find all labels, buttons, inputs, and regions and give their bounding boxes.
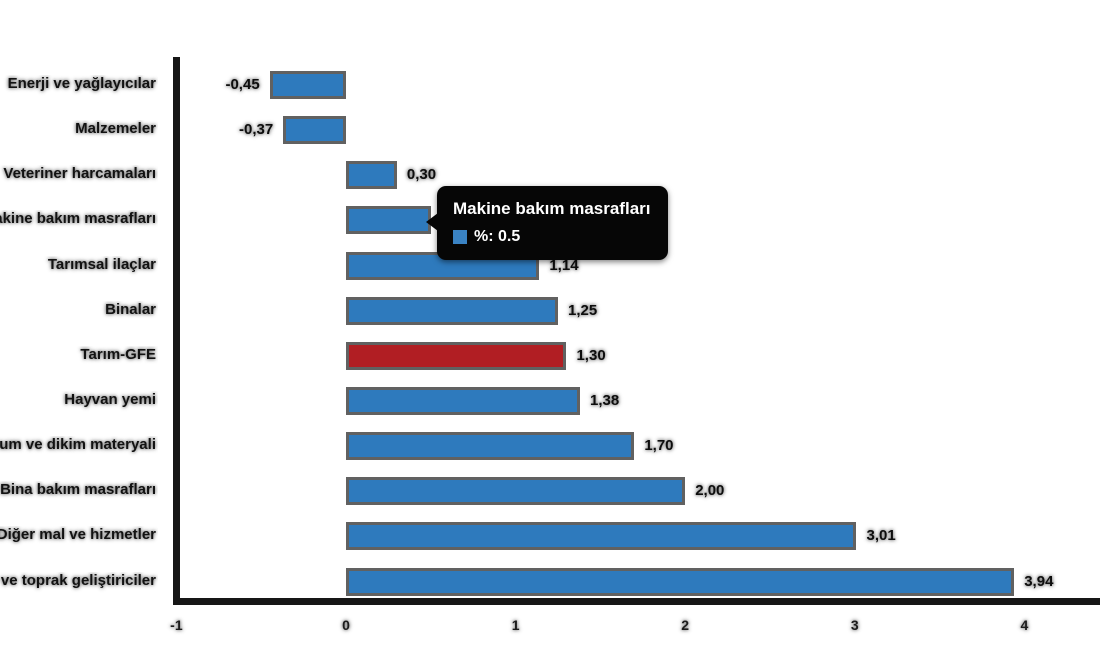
bar-segment[interactable]	[346, 522, 857, 551]
value-label: 1,30	[576, 346, 606, 364]
category-label: Tarımsal ilaçlar	[47, 255, 156, 273]
category-label: Bina bakım masrafları	[0, 481, 156, 499]
value-label: 1,38	[590, 391, 620, 409]
series-swatch-icon	[453, 230, 467, 244]
value-label: -0,37	[239, 121, 274, 139]
value-label: 3,01	[866, 527, 896, 545]
value-label: 1,70	[644, 437, 674, 455]
category-label: Tohum ve dikim materyali	[0, 436, 156, 454]
category-label: Enerji ve yağlayıcılar	[7, 75, 156, 92]
value-label: 3,94	[1024, 572, 1054, 590]
value-label: 1,14	[549, 256, 579, 274]
category-label: Diğer mal ve hizmetler	[0, 526, 156, 544]
y-axis-line	[173, 57, 180, 603]
x-axis-line	[173, 598, 1100, 605]
x-tick-label: 3	[850, 617, 859, 633]
bar-segment[interactable]	[346, 386, 581, 415]
category-label: Hayvan yemi	[64, 390, 156, 408]
tooltip: Makine bakım masrafları %: 0.5	[426, 186, 669, 260]
bar-segment[interactable]	[269, 71, 346, 99]
value-label: 2,00	[695, 482, 725, 500]
tooltip-arrow-icon	[426, 213, 438, 231]
bar-highlight[interactable]	[346, 341, 567, 370]
category-label: Malzemeler	[75, 120, 156, 138]
x-tick-label: 4	[1020, 617, 1029, 633]
bar-segment[interactable]	[346, 567, 1015, 596]
x-tick-label: 0	[342, 617, 350, 633]
category-label: Makine bakım masrafları	[0, 210, 156, 228]
tooltip-value: %: 0.5	[474, 228, 521, 245]
category-label: Veteriner harcamaları	[3, 165, 156, 183]
tooltip-title: Makine bakım masrafları	[453, 199, 651, 218]
category-label: Gübre ve toprak geliştiriciler	[0, 571, 156, 589]
bar-segment[interactable]	[346, 432, 635, 461]
category-label: Tarım-GFE	[80, 345, 156, 363]
x-tick-label: 2	[681, 617, 690, 633]
bar-segment[interactable]	[346, 206, 431, 235]
x-tick-label: 1	[511, 617, 520, 633]
bar-segment[interactable]	[346, 296, 558, 325]
category-label: Binalar	[105, 300, 156, 318]
bar-segment[interactable]	[346, 477, 686, 506]
value-label: -0,45	[225, 76, 260, 93]
value-label: 0,30	[406, 166, 437, 184]
bar-segment[interactable]	[346, 161, 397, 190]
bar-segment[interactable]	[283, 116, 346, 145]
x-tick-label: -1	[170, 617, 183, 633]
value-label: 1,25	[568, 301, 598, 319]
tooltip-value-row: %: 0.5	[453, 228, 650, 246]
